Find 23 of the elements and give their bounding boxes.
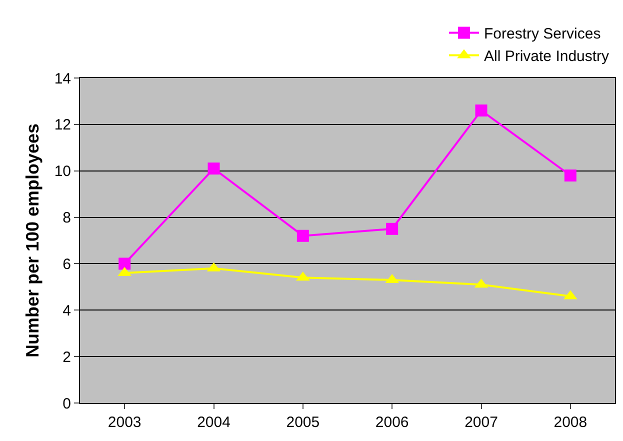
y-tick-label: 12 <box>54 116 71 134</box>
x-tick-label: 2006 <box>375 414 409 431</box>
point <box>296 230 309 242</box>
y-tick-label: 8 <box>62 210 71 227</box>
y-tick-label: 10 <box>54 163 71 180</box>
legend-label: All Private Industry <box>484 48 610 66</box>
legend-label: Forestry Services <box>484 26 601 43</box>
point <box>564 170 576 182</box>
y-axis-title: Number per 100 employees <box>22 123 43 358</box>
point <box>208 162 220 175</box>
y-tick-label: 6 <box>62 256 71 273</box>
point <box>118 258 131 270</box>
x-tick-label: 2005 <box>286 414 320 431</box>
x-tick-label: 2003 <box>108 414 142 431</box>
point <box>386 222 398 235</box>
y-tick-label: 4 <box>62 302 71 320</box>
point <box>475 104 488 116</box>
x-tick-label: 2004 <box>197 414 230 431</box>
y-tick-label: 2 <box>62 348 71 366</box>
y-tick-label: 14 <box>54 70 71 88</box>
y-tick-label: 0 <box>62 395 71 412</box>
x-tick-label: 2008 <box>554 414 588 431</box>
x-tick-label: 2007 <box>464 414 498 431</box>
